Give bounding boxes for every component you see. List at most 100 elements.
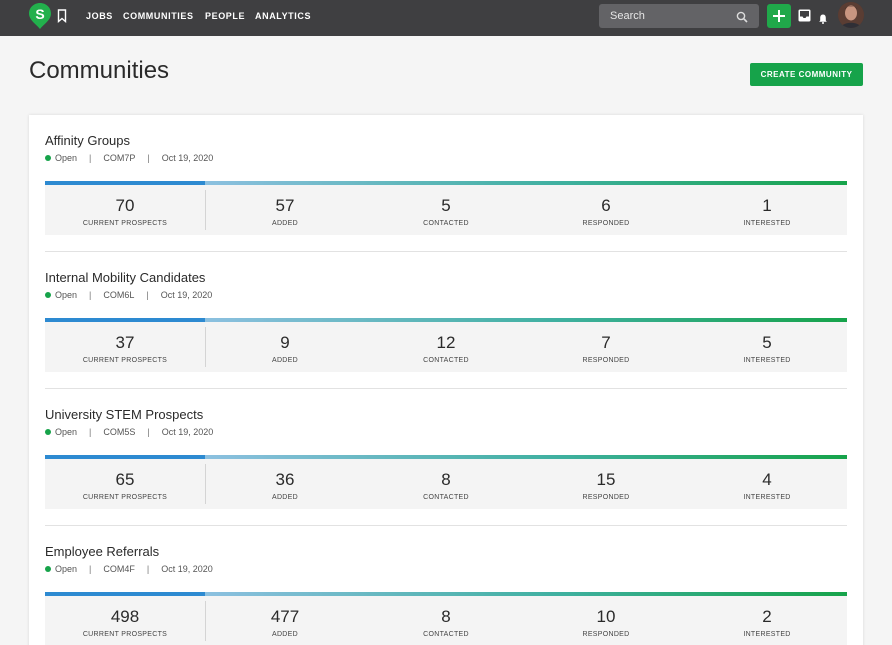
community-item[interactable]: Affinity Groups Open | COM7P | Oct 19, 2… [45, 115, 847, 252]
stat-added[interactable]: 9 ADDED [205, 322, 365, 372]
stat-value: 6 [601, 196, 611, 215]
stat-responded[interactable]: 15 RESPONDED [526, 459, 686, 509]
stat-value: 8 [441, 607, 451, 626]
stat-divider [205, 601, 206, 641]
stat-value: 4 [762, 470, 772, 489]
stat-interested[interactable]: 1 INTERESTED [687, 185, 847, 235]
community-item[interactable]: Internal Mobility Candidates Open | COM6… [45, 252, 847, 389]
stat-added[interactable]: 36 ADDED [205, 459, 365, 509]
meta-separator: | [89, 153, 92, 163]
stat-value: 7 [601, 333, 611, 352]
community-name[interactable]: University STEM Prospects [45, 407, 204, 422]
community-status: Open [55, 153, 78, 163]
stats-row: 70 CURRENT PROSPECTS 57 ADDED 5 CONTACTE… [45, 185, 847, 235]
stat-contacted[interactable]: 5 CONTACTED [366, 185, 526, 235]
community-item[interactable]: Employee Referrals Open | COM4F | Oct 19… [45, 526, 847, 645]
add-button[interactable] [767, 4, 791, 28]
inbox-icon[interactable] [798, 9, 811, 22]
stat-added[interactable]: 477 ADDED [205, 596, 365, 645]
stat-interested[interactable]: 5 INTERESTED [687, 322, 847, 372]
meta-separator: | [147, 153, 150, 163]
stat-label: INTERESTED [743, 220, 791, 227]
stat-responded[interactable]: 6 RESPONDED [526, 185, 686, 235]
stat-label: CURRENT PROSPECTS [82, 220, 168, 227]
search-placeholder: Search [610, 10, 645, 22]
stat-label: CONTACTED [423, 220, 469, 227]
community-meta: Open | COM6L | Oct 19, 2020 [45, 290, 212, 300]
stat-added[interactable]: 57 ADDED [205, 185, 365, 235]
stat-value: 9 [280, 333, 290, 352]
nav-communities[interactable]: COMMUNITIES [123, 11, 194, 21]
stat-label: ADDED [271, 494, 298, 501]
stats-row: 37 CURRENT PROSPECTS 9 ADDED 12 CONTACTE… [45, 322, 847, 372]
stat-value: 36 [275, 470, 295, 489]
stat-value: 70 [115, 196, 135, 215]
status-dot-icon [45, 155, 51, 161]
progress-bar-right [205, 592, 847, 596]
stat-interested[interactable]: 2 INTERESTED [687, 596, 847, 645]
stat-responded[interactable]: 7 RESPONDED [526, 322, 686, 372]
community-date: Oct 19, 2020 [161, 564, 213, 574]
stat-divider [205, 190, 206, 230]
bell-icon[interactable] [819, 11, 827, 24]
stat-divider [205, 464, 206, 504]
stat-current-prospects[interactable]: 37 CURRENT PROSPECTS [45, 322, 205, 372]
community-name[interactable]: Affinity Groups [45, 133, 131, 148]
create-community-button[interactable]: CREATE COMMUNITY [750, 63, 863, 86]
stat-responded[interactable]: 10 RESPONDED [526, 596, 686, 645]
meta-separator: | [146, 564, 150, 574]
stat-label: CONTACTED [423, 357, 469, 364]
stat-label: INTERESTED [743, 631, 791, 638]
community-date: Oct 19, 2020 [160, 290, 213, 300]
community-name[interactable]: Internal Mobility Candidates [45, 270, 206, 285]
community-item[interactable]: University STEM Prospects Open | COM5S |… [45, 389, 847, 526]
meta-separator: | [146, 290, 149, 300]
stat-value: 5 [441, 196, 451, 215]
stat-current-prospects[interactable]: 65 CURRENT PROSPECTS [45, 459, 205, 509]
stat-current-prospects[interactable]: 498 CURRENT PROSPECTS [45, 596, 205, 645]
app-logo-icon[interactable]: S [29, 3, 51, 29]
progress-bar-left [45, 318, 205, 322]
row-divider [45, 525, 847, 526]
stat-value: 5 [762, 333, 772, 352]
meta-separator: | [89, 290, 92, 300]
logo-letter: S [35, 6, 44, 22]
meta-separator: | [147, 427, 150, 437]
progress-bar-right [205, 455, 847, 459]
stat-label: RESPONDED [582, 220, 630, 227]
nav-analytics[interactable]: ANALYTICS [255, 11, 312, 21]
stat-label: INTERESTED [743, 494, 791, 501]
community-code: COM7P [103, 153, 136, 163]
stat-contacted[interactable]: 8 CONTACTED [366, 459, 526, 509]
stat-label: CONTACTED [423, 631, 469, 638]
communities-card: Affinity Groups Open | COM7P | Oct 19, 2… [29, 115, 863, 645]
row-divider [45, 251, 847, 252]
bookmark-icon[interactable] [57, 9, 67, 24]
stat-label: INTERESTED [743, 357, 791, 364]
top-nav: S JOBS COMMUNITIES PEOPLE ANALYTICS Sear… [0, 0, 892, 36]
community-status: Open [55, 564, 78, 574]
search-input[interactable]: Search [599, 4, 759, 28]
stat-contacted[interactable]: 8 CONTACTED [366, 596, 526, 645]
stat-interested[interactable]: 4 INTERESTED [687, 459, 847, 509]
stat-label: RESPONDED [582, 357, 630, 364]
stat-value: 57 [275, 196, 295, 215]
community-code: COM6L [103, 290, 135, 300]
community-date: Oct 19, 2020 [161, 153, 214, 163]
nav-jobs[interactable]: JOBS [86, 11, 113, 21]
stat-contacted[interactable]: 12 CONTACTED [366, 322, 526, 372]
community-name[interactable]: Employee Referrals [45, 544, 160, 559]
avatar[interactable] [838, 2, 864, 28]
community-code: COM4F [103, 564, 135, 574]
stat-value: 15 [596, 470, 616, 489]
community-date: Oct 19, 2020 [161, 427, 214, 437]
community-meta: Open | COM5S | Oct 19, 2020 [45, 427, 213, 437]
stat-label: RESPONDED [582, 631, 630, 638]
community-status: Open [55, 290, 78, 300]
nav-people[interactable]: PEOPLE [205, 11, 246, 21]
stat-current-prospects[interactable]: 70 CURRENT PROSPECTS [45, 185, 205, 235]
stat-value: 65 [115, 470, 135, 489]
search-icon [736, 10, 748, 23]
stat-label: ADDED [271, 220, 298, 227]
meta-separator: | [89, 427, 92, 437]
